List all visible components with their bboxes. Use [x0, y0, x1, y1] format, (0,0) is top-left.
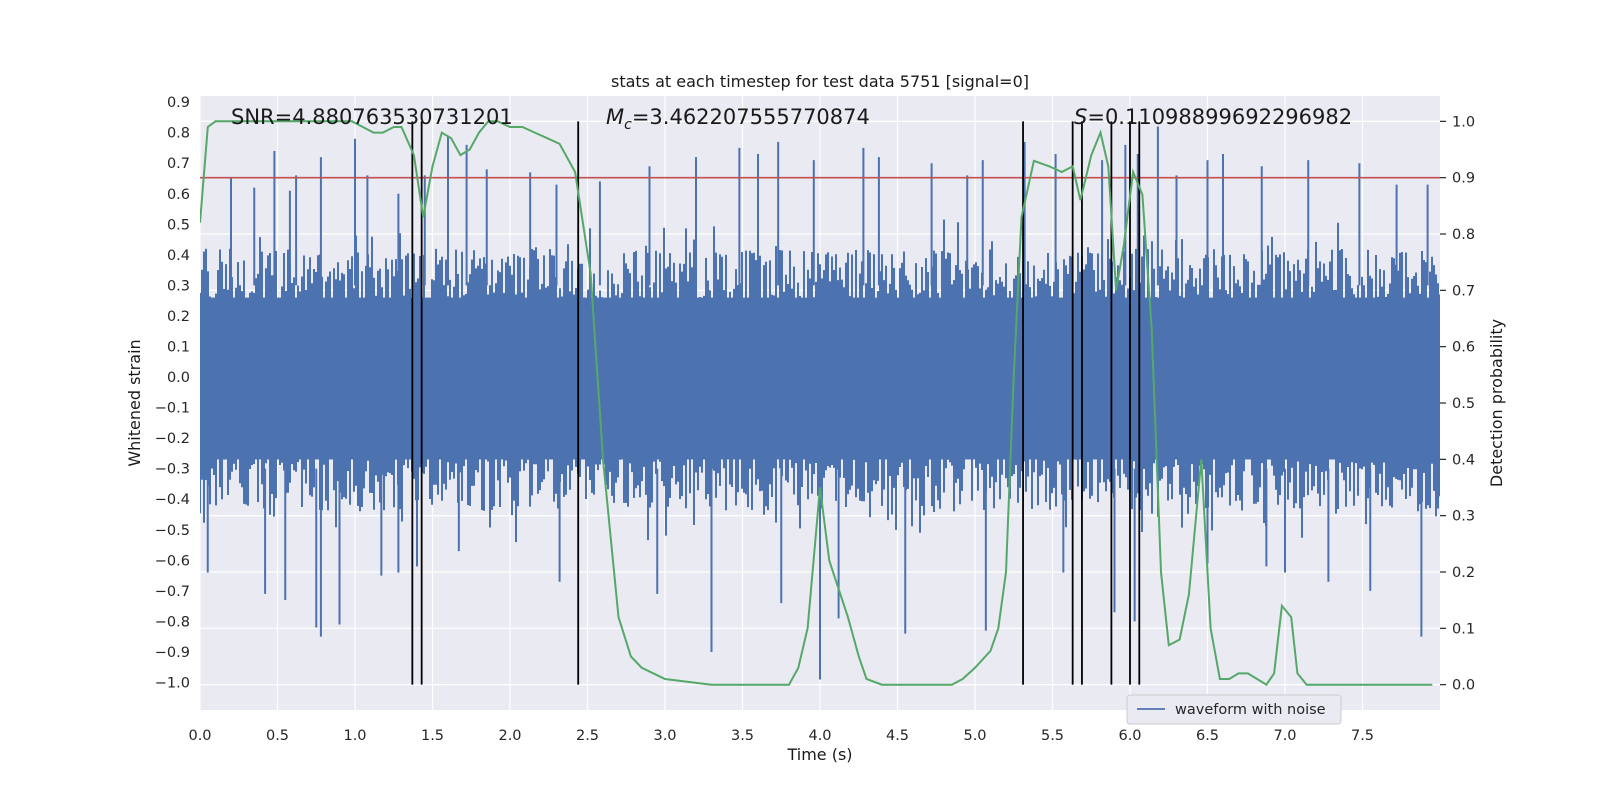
legend: waveform with noise [1126, 694, 1342, 725]
legend-box [1126, 694, 1342, 725]
y-tick-label-14: −0.5 [155, 523, 190, 539]
x-tick-label-10: 5.0 [963, 728, 986, 744]
y-tick-label-9: 0.0 [167, 370, 190, 386]
y-tick-label-1: 0.8 [167, 126, 190, 142]
chart-title: stats at each timestep for test data 575… [611, 72, 1029, 91]
y2-tick-label-6: 0.4 [1452, 452, 1475, 468]
y2-tick-label-2: 0.8 [1452, 227, 1475, 243]
y-tick-label-15: −0.6 [155, 553, 190, 569]
legend-waveform-label: waveform with noise [1175, 702, 1326, 718]
y2-axis-label: Detection probability [1487, 319, 1506, 487]
y-tick-label-5: 0.4 [167, 248, 190, 264]
y-tick-label-12: −0.3 [155, 462, 190, 478]
detection-probability-line [200, 120, 1433, 687]
y-tick-label-7: 0.2 [167, 309, 190, 325]
y-tick-label-19: −1.0 [155, 676, 190, 692]
y2-tick-label-9: 0.1 [1452, 621, 1475, 637]
x-tick-label-15: 7.5 [1351, 728, 1374, 744]
mc-annotation: Mc=3.462207555770874 [606, 105, 870, 133]
y2-tick-label-5: 0.5 [1452, 396, 1475, 412]
vertical-markers [411, 121, 1141, 685]
waveform-series [200, 126, 1440, 680]
mc-subscript: c [624, 117, 632, 133]
y-tick-label-0: 0.9 [167, 95, 190, 111]
s-value: =0.11098899692296982 [1087, 105, 1352, 129]
s-symbol: S [1074, 105, 1087, 129]
x-tick-label-12: 6.0 [1118, 728, 1141, 744]
y2-tick-label-10: 0.0 [1452, 678, 1475, 694]
x-tick-label-13: 6.5 [1196, 728, 1219, 744]
x-tick-label-7: 3.5 [731, 728, 754, 744]
y-tick-label-2: 0.7 [167, 156, 190, 172]
x-tick-label-3: 1.5 [421, 728, 444, 744]
y-tick-label-16: −0.7 [155, 584, 190, 600]
y-tick-label-3: 0.6 [167, 187, 190, 203]
y-tick-label-8: 0.1 [167, 339, 190, 355]
mc-value: =3.462207555770874 [632, 105, 870, 129]
y-tick-label-11: −0.2 [155, 431, 190, 447]
x-tick-label-6: 3.0 [653, 728, 676, 744]
x-axis-label: Time (s) [786, 745, 852, 764]
probability-layer [200, 120, 1433, 687]
y-tick-label-17: −0.8 [155, 614, 190, 630]
y-tick-label-4: 0.5 [167, 217, 190, 233]
snr-annotation: SNR=4.880763530731201 [231, 105, 513, 129]
x-tick-label-9: 4.5 [886, 728, 909, 744]
y2-tick-label-7: 0.3 [1452, 509, 1475, 525]
y2-tick-labels: 1.0 0.9 0.8 0.7 0.6 0.5 0.4 0.3 0.2 0.1 0.0 [1440, 114, 1475, 694]
y-tick-label-13: −0.4 [155, 492, 190, 508]
x-tick-label-5: 2.5 [576, 728, 599, 744]
s-annotation: S=0.11098899692296982 [1074, 105, 1352, 129]
x-tick-label-4: 2.0 [498, 728, 521, 744]
waveform-line [200, 219, 1440, 543]
x-tick-label-8: 4.0 [808, 728, 831, 744]
x-tick-label-11: 5.5 [1041, 728, 1064, 744]
y2-tick-label-1: 0.9 [1452, 171, 1475, 187]
x-tick-label-2: 1.0 [343, 728, 366, 744]
y2-tick-label-8: 0.2 [1452, 565, 1475, 581]
x-tick-label-0: 0.0 [188, 728, 211, 744]
mc-symbol: M [606, 105, 624, 129]
y-axis-label: Whitened strain [125, 339, 144, 466]
x-tick-labels: 0.0 0.5 1.0 1.5 2.0 2.5 3.0 3.5 4.0 4.5 5.0 5.5 6.0 6… [188, 728, 1374, 744]
y-tick-labels: 0.9 0.8 0.7 0.6 0.5 0.4 0.3 0.2 0.1 0.0 −0.1 −0.2 −0… [155, 95, 190, 691]
y2-tick-label-0: 1.0 [1452, 114, 1475, 130]
y-tick-label-10: −0.1 [155, 401, 190, 417]
y2-tick-label-4: 0.6 [1452, 340, 1475, 356]
x-tick-label-14: 7.0 [1273, 728, 1296, 744]
y2-tick-label-3: 0.7 [1452, 283, 1475, 299]
x-tick-label-1: 0.5 [266, 728, 289, 744]
y-tick-label-6: 0.3 [167, 278, 190, 294]
y-tick-label-18: −0.9 [155, 645, 190, 661]
